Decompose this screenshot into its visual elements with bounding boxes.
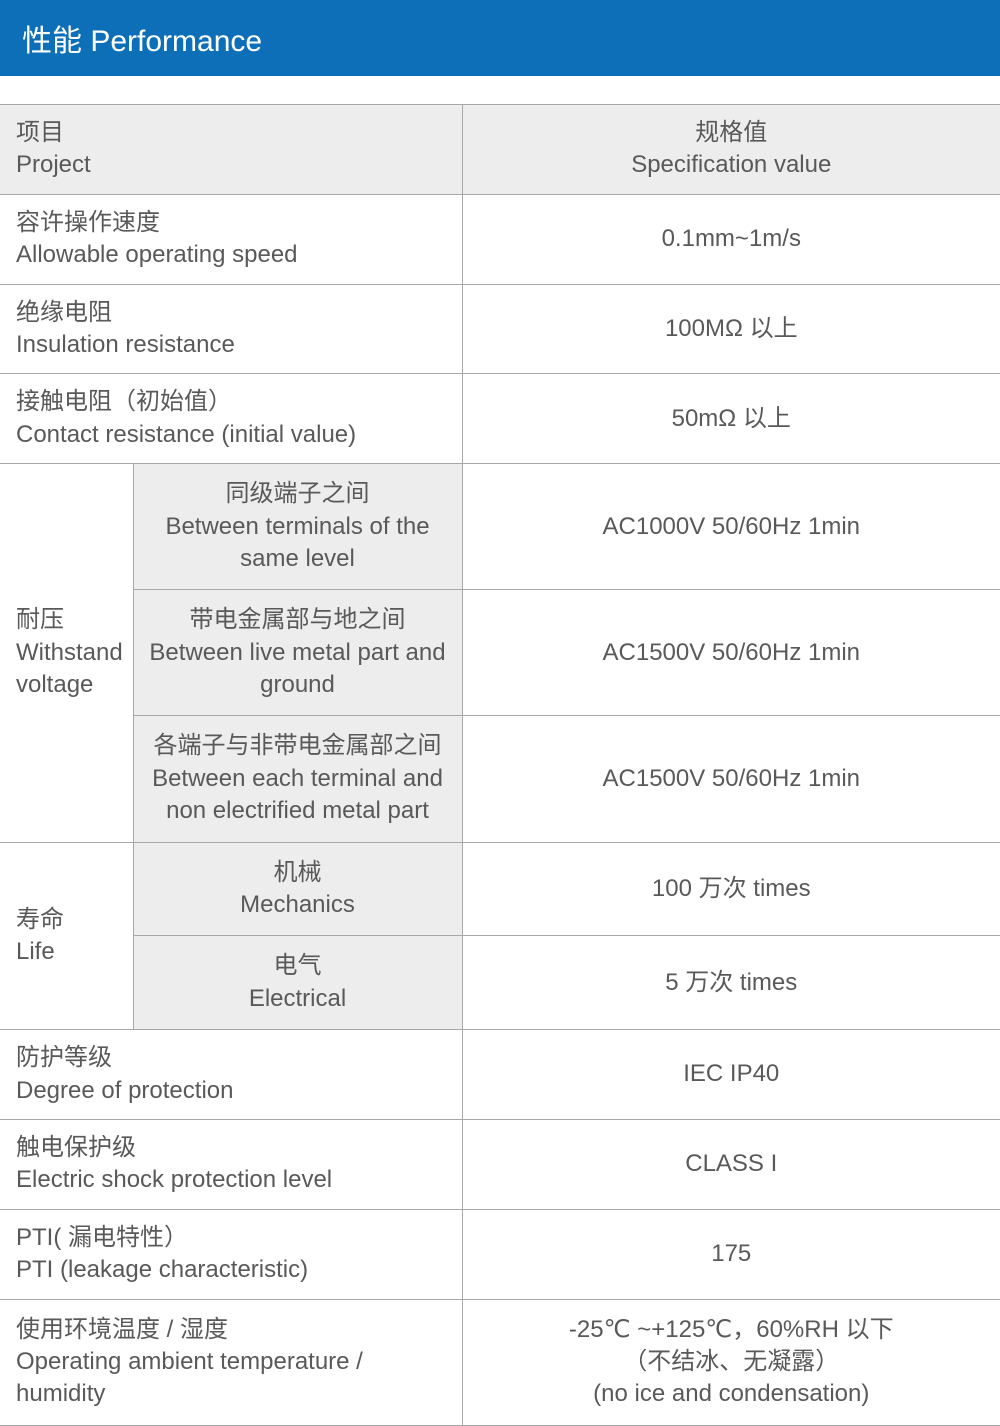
label-life: 寿命 Life — [0, 842, 133, 1030]
row-life-electrical: 电气 Electrical 5 万次 times — [0, 936, 1000, 1030]
row-shock-protection: 触电保护级 Electric shock protection level CL… — [0, 1119, 1000, 1209]
value-live-ground: AC1500V 50/60Hz 1min — [462, 590, 1000, 716]
sublabel-electrical: 电气 Electrical — [133, 936, 462, 1030]
row-pti: PTI( 漏电特性） PTI (leakage characteristic) … — [0, 1209, 1000, 1299]
row-ambient: 使用环境温度 / 湿度 Operating ambient temperatur… — [0, 1299, 1000, 1425]
label-contact-resistance: 接触电阻（初始值） Contact resistance (initial va… — [0, 374, 462, 464]
table-header-row: 项目 Project 规格值 Specification value — [0, 105, 1000, 195]
section-title: 性能 Performance — [22, 25, 262, 58]
value-ambient: -25℃ ~+125℃，60%RH 以下 （不结冰、无凝露） (no ice a… — [462, 1299, 1000, 1425]
value-same-level: AC1000V 50/60Hz 1min — [462, 464, 1000, 590]
label-pti: PTI( 漏电特性） PTI (leakage characteristic) — [0, 1209, 462, 1299]
col-header-project-cn: 项目 — [16, 117, 446, 149]
value-mechanics: 100 万次 times — [462, 842, 1000, 936]
value-contact-resistance: 50mΩ 以上 — [462, 374, 1000, 464]
col-header-project: 项目 Project — [0, 105, 462, 195]
value-protection-degree: IEC IP40 — [462, 1030, 1000, 1120]
col-header-spec-cn: 规格值 — [479, 117, 985, 149]
col-header-project-en: Project — [16, 149, 446, 181]
value-pti: 175 — [462, 1209, 1000, 1299]
row-insulation-resistance: 绝缘电阻 Insulation resistance 100MΩ 以上 — [0, 284, 1000, 374]
row-withstand-live-ground: 带电金属部与地之间 Between live metal part and gr… — [0, 590, 1000, 716]
value-shock-protection: CLASS I — [462, 1119, 1000, 1209]
label-insulation-resistance: 绝缘电阻 Insulation resistance — [0, 284, 462, 374]
row-withstand-same-level: 耐压 Withstand voltage 同级端子之间 Between term… — [0, 464, 1000, 590]
value-allowable-speed: 0.1mm~1m/s — [462, 194, 1000, 284]
sublabel-same-level: 同级端子之间 Between terminals of the same lev… — [133, 464, 462, 590]
label-allowable-speed: 容许操作速度 Allowable operating speed — [0, 194, 462, 284]
row-contact-resistance: 接触电阻（初始值） Contact resistance (initial va… — [0, 374, 1000, 464]
row-allowable-speed: 容许操作速度 Allowable operating speed 0.1mm~1… — [0, 194, 1000, 284]
section-header: 性能 Performance — [0, 0, 1000, 76]
row-protection-degree: 防护等级 Degree of protection IEC IP40 — [0, 1030, 1000, 1120]
performance-table: 项目 Project 规格值 Specification value 容许操作速… — [0, 104, 1000, 1426]
col-header-spec-en: Specification value — [479, 149, 985, 181]
spacer — [0, 76, 1000, 104]
value-electrical: 5 万次 times — [462, 936, 1000, 1030]
sublabel-terminal-nonlive: 各端子与非带电金属部之间 Between each terminal and n… — [133, 716, 462, 842]
label-protection-degree: 防护等级 Degree of protection — [0, 1030, 462, 1120]
label-withstand-voltage: 耐压 Withstand voltage — [0, 464, 133, 843]
row-withstand-terminal-nonlive: 各端子与非带电金属部之间 Between each terminal and n… — [0, 716, 1000, 842]
sublabel-live-ground: 带电金属部与地之间 Between live metal part and gr… — [133, 590, 462, 716]
value-insulation-resistance: 100MΩ 以上 — [462, 284, 1000, 374]
label-ambient: 使用环境温度 / 湿度 Operating ambient temperatur… — [0, 1299, 462, 1425]
sublabel-mechanics: 机械 Mechanics — [133, 842, 462, 936]
row-life-mechanics: 寿命 Life 机械 Mechanics 100 万次 times — [0, 842, 1000, 936]
label-shock-protection: 触电保护级 Electric shock protection level — [0, 1119, 462, 1209]
col-header-spec: 规格值 Specification value — [462, 105, 1000, 195]
value-terminal-nonlive: AC1500V 50/60Hz 1min — [462, 716, 1000, 842]
